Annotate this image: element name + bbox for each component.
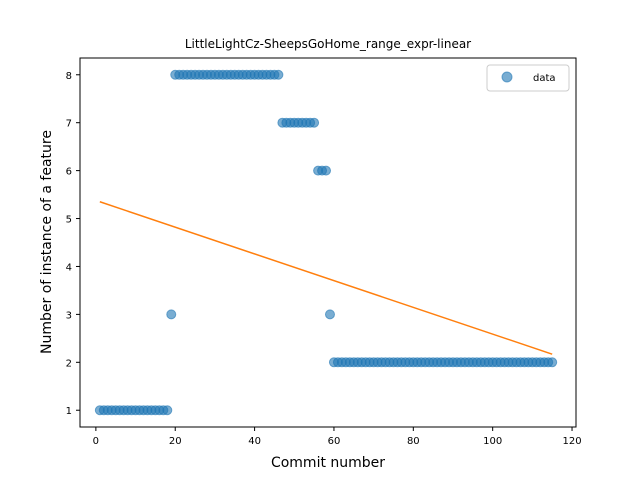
data-point: [321, 165, 332, 176]
plot-area: [94, 69, 558, 416]
x-tick-label: 20: [169, 436, 182, 447]
y-tick-label: 8: [66, 71, 72, 82]
y-axis: 1 2 3 4 5 6 7 8: [66, 71, 80, 417]
x-axis-label: Commit number: [271, 455, 385, 471]
y-tick-label: 2: [66, 358, 72, 369]
legend: data: [486, 64, 570, 92]
y-tick-label: 7: [66, 119, 72, 130]
chart-title: LittleLightCz-SheepsGoHome_range_expr-li…: [185, 37, 471, 51]
data-point: [324, 309, 335, 320]
x-tick-label: 100: [483, 436, 502, 447]
x-tick-label: 40: [248, 436, 261, 447]
y-tick-label: 4: [66, 262, 72, 273]
data-point: [162, 405, 173, 416]
legend-label-data: data: [533, 73, 556, 84]
y-axis-label: Number of instance of a feature: [39, 130, 55, 354]
y-tick-label: 3: [66, 310, 72, 321]
y-tick-label: 1: [66, 406, 72, 417]
data-point: [547, 357, 558, 368]
y-tick-label: 6: [66, 167, 72, 178]
fit-line: [99, 201, 553, 355]
data-point: [273, 69, 284, 80]
plot-frame: [79, 57, 577, 428]
legend-marker: [501, 71, 513, 83]
legend-box: [486, 64, 570, 92]
x-axis: 0 20 40 60 80 100 120: [93, 427, 582, 447]
x-tick-label: 0: [93, 436, 99, 447]
y-tick-label: 5: [66, 215, 72, 226]
x-tick-label: 80: [407, 436, 420, 447]
x-tick-label: 120: [562, 436, 581, 447]
x-tick-label: 60: [328, 436, 341, 447]
data-point: [309, 117, 320, 128]
data-point: [166, 309, 177, 320]
